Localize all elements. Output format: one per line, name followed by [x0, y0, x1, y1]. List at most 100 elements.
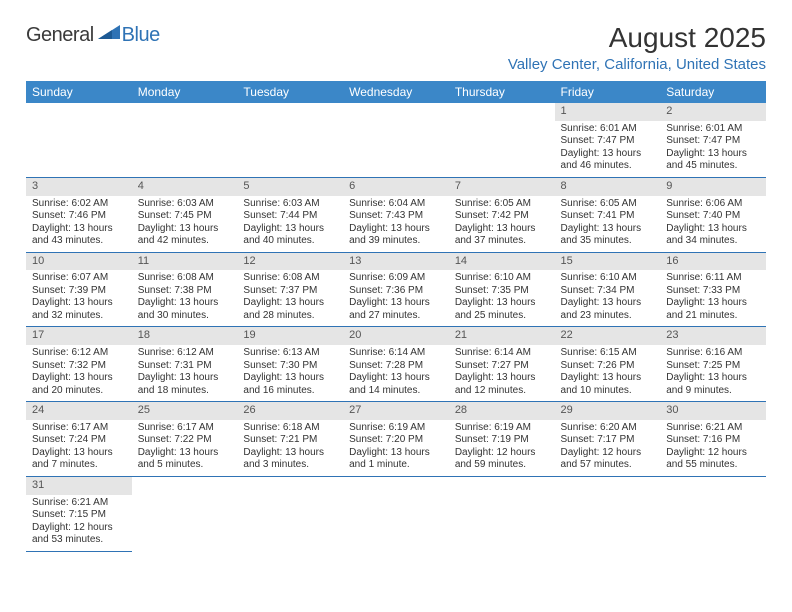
sunset-line: Sunset: 7:26 PM [561, 360, 655, 373]
sunrise-line: Sunrise: 6:03 AM [243, 198, 337, 211]
day-detail: Sunrise: 6:08 AMSunset: 7:37 PMDaylight:… [237, 270, 343, 326]
sunrise-line: Sunrise: 6:18 AM [243, 422, 337, 435]
calendar-cell [237, 476, 343, 551]
day-number: 9 [660, 178, 766, 196]
calendar-cell: 27Sunrise: 6:19 AMSunset: 7:20 PMDayligh… [343, 402, 449, 477]
location-line: Valley Center, California, United States [508, 56, 766, 73]
sunset-line: Sunset: 7:41 PM [561, 210, 655, 223]
day-number: 12 [237, 253, 343, 271]
sunset-line: Sunset: 7:34 PM [561, 285, 655, 298]
day-number: 30 [660, 402, 766, 420]
calendar-cell: 16Sunrise: 6:11 AMSunset: 7:33 PMDayligh… [660, 252, 766, 327]
sunset-line: Sunset: 7:20 PM [349, 434, 443, 447]
calendar-cell: 20Sunrise: 6:14 AMSunset: 7:28 PMDayligh… [343, 327, 449, 402]
sunset-line: Sunset: 7:25 PM [666, 360, 760, 373]
calendar-cell: 2Sunrise: 6:01 AMSunset: 7:47 PMDaylight… [660, 103, 766, 177]
sunset-line: Sunset: 7:38 PM [138, 285, 232, 298]
sunset-line: Sunset: 7:31 PM [138, 360, 232, 373]
calendar-cell [26, 103, 132, 177]
day-number: 28 [449, 402, 555, 420]
daylight-line: Daylight: 13 hours and 27 minutes. [349, 297, 443, 322]
calendar-cell: 8Sunrise: 6:05 AMSunset: 7:41 PMDaylight… [555, 177, 661, 252]
sunset-line: Sunset: 7:36 PM [349, 285, 443, 298]
sunrise-line: Sunrise: 6:17 AM [32, 422, 126, 435]
sunrise-line: Sunrise: 6:04 AM [349, 198, 443, 211]
day-detail: Sunrise: 6:01 AMSunset: 7:47 PMDaylight:… [555, 121, 661, 177]
calendar-cell [660, 476, 766, 551]
calendar-cell [555, 476, 661, 551]
daylight-line: Daylight: 13 hours and 34 minutes. [666, 223, 760, 248]
calendar-cell: 23Sunrise: 6:16 AMSunset: 7:25 PMDayligh… [660, 327, 766, 402]
sunset-line: Sunset: 7:30 PM [243, 360, 337, 373]
day-number: 31 [26, 477, 132, 495]
day-header: Monday [132, 81, 238, 103]
daylight-line: Daylight: 13 hours and 46 minutes. [561, 148, 655, 173]
daylight-line: Daylight: 13 hours and 28 minutes. [243, 297, 337, 322]
day-number: 10 [26, 253, 132, 271]
logo-text-dark: General [26, 24, 94, 47]
sunset-line: Sunset: 7:27 PM [455, 360, 549, 373]
sunset-line: Sunset: 7:24 PM [32, 434, 126, 447]
day-header: Thursday [449, 81, 555, 103]
day-number: 26 [237, 402, 343, 420]
calendar-body: 1Sunrise: 6:01 AMSunset: 7:47 PMDaylight… [26, 103, 766, 551]
calendar-cell: 29Sunrise: 6:20 AMSunset: 7:17 PMDayligh… [555, 402, 661, 477]
calendar-cell: 12Sunrise: 6:08 AMSunset: 7:37 PMDayligh… [237, 252, 343, 327]
sunrise-line: Sunrise: 6:17 AM [138, 422, 232, 435]
calendar-cell: 19Sunrise: 6:13 AMSunset: 7:30 PMDayligh… [237, 327, 343, 402]
calendar-cell [132, 476, 238, 551]
daylight-line: Daylight: 13 hours and 20 minutes. [32, 372, 126, 397]
sunrise-line: Sunrise: 6:21 AM [32, 497, 126, 510]
day-detail: Sunrise: 6:16 AMSunset: 7:25 PMDaylight:… [660, 345, 766, 401]
day-detail: Sunrise: 6:17 AMSunset: 7:22 PMDaylight:… [132, 420, 238, 476]
day-number: 21 [449, 327, 555, 345]
calendar-cell [343, 476, 449, 551]
day-number: 11 [132, 253, 238, 271]
sunset-line: Sunset: 7:42 PM [455, 210, 549, 223]
calendar-cell: 3Sunrise: 6:02 AMSunset: 7:46 PMDaylight… [26, 177, 132, 252]
sunrise-line: Sunrise: 6:08 AM [243, 272, 337, 285]
daylight-line: Daylight: 13 hours and 3 minutes. [243, 447, 337, 472]
calendar-cell: 18Sunrise: 6:12 AMSunset: 7:31 PMDayligh… [132, 327, 238, 402]
daylight-line: Daylight: 12 hours and 53 minutes. [32, 522, 126, 547]
sunrise-line: Sunrise: 6:19 AM [349, 422, 443, 435]
sunset-line: Sunset: 7:33 PM [666, 285, 760, 298]
day-number: 8 [555, 178, 661, 196]
day-number: 27 [343, 402, 449, 420]
day-detail: Sunrise: 6:06 AMSunset: 7:40 PMDaylight:… [660, 196, 766, 252]
calendar-cell: 7Sunrise: 6:05 AMSunset: 7:42 PMDaylight… [449, 177, 555, 252]
sunrise-line: Sunrise: 6:05 AM [561, 198, 655, 211]
sunset-line: Sunset: 7:44 PM [243, 210, 337, 223]
day-detail: Sunrise: 6:12 AMSunset: 7:31 PMDaylight:… [132, 345, 238, 401]
day-number: 23 [660, 327, 766, 345]
sunrise-line: Sunrise: 6:12 AM [138, 347, 232, 360]
calendar-cell [343, 103, 449, 177]
daylight-line: Daylight: 13 hours and 42 minutes. [138, 223, 232, 248]
title-block: August 2025 Valley Center, California, U… [508, 22, 766, 73]
daylight-line: Daylight: 12 hours and 59 minutes. [455, 447, 549, 472]
calendar-cell: 25Sunrise: 6:17 AMSunset: 7:22 PMDayligh… [132, 402, 238, 477]
day-detail: Sunrise: 6:09 AMSunset: 7:36 PMDaylight:… [343, 270, 449, 326]
sunset-line: Sunset: 7:15 PM [32, 509, 126, 522]
calendar-cell: 6Sunrise: 6:04 AMSunset: 7:43 PMDaylight… [343, 177, 449, 252]
day-number: 6 [343, 178, 449, 196]
day-detail: Sunrise: 6:19 AMSunset: 7:20 PMDaylight:… [343, 420, 449, 476]
day-detail: Sunrise: 6:14 AMSunset: 7:28 PMDaylight:… [343, 345, 449, 401]
daylight-line: Daylight: 13 hours and 9 minutes. [666, 372, 760, 397]
sunrise-line: Sunrise: 6:01 AM [561, 123, 655, 136]
sunrise-line: Sunrise: 6:14 AM [349, 347, 443, 360]
day-detail: Sunrise: 6:05 AMSunset: 7:42 PMDaylight:… [449, 196, 555, 252]
sunrise-line: Sunrise: 6:15 AM [561, 347, 655, 360]
day-number: 22 [555, 327, 661, 345]
day-number: 15 [555, 253, 661, 271]
calendar-cell: 1Sunrise: 6:01 AMSunset: 7:47 PMDaylight… [555, 103, 661, 177]
calendar-cell: 24Sunrise: 6:17 AMSunset: 7:24 PMDayligh… [26, 402, 132, 477]
calendar-cell: 26Sunrise: 6:18 AMSunset: 7:21 PMDayligh… [237, 402, 343, 477]
sunrise-line: Sunrise: 6:03 AM [138, 198, 232, 211]
sunset-line: Sunset: 7:22 PM [138, 434, 232, 447]
calendar-cell: 9Sunrise: 6:06 AMSunset: 7:40 PMDaylight… [660, 177, 766, 252]
sunrise-line: Sunrise: 6:21 AM [666, 422, 760, 435]
day-detail: Sunrise: 6:10 AMSunset: 7:34 PMDaylight:… [555, 270, 661, 326]
calendar-cell: 22Sunrise: 6:15 AMSunset: 7:26 PMDayligh… [555, 327, 661, 402]
sunset-line: Sunset: 7:17 PM [561, 434, 655, 447]
